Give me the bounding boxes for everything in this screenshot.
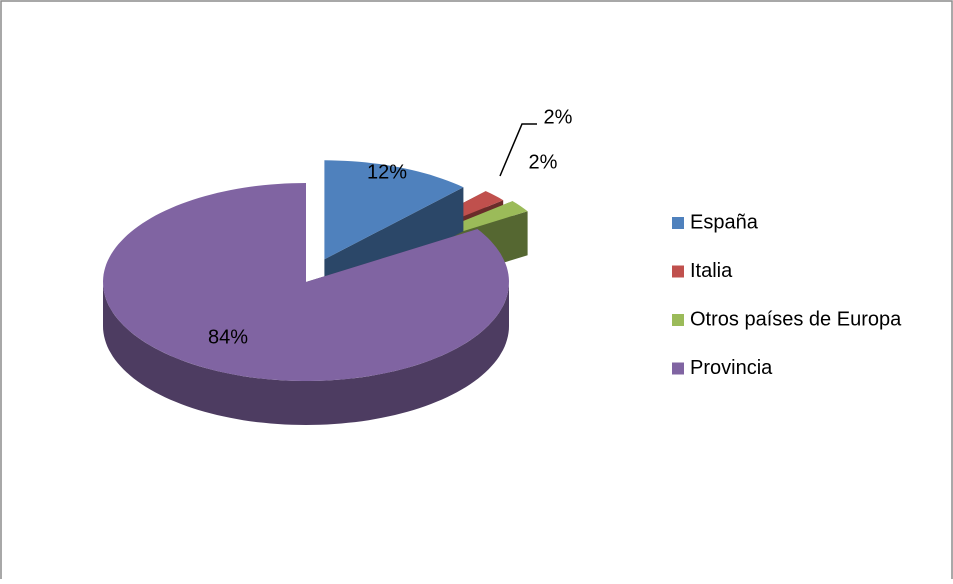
legend-label: Otros países de Europa [690,308,902,330]
legend-label: Italia [690,260,733,282]
labels: 12% 2% 2% 84% [208,106,573,348]
data-label: 12% [367,161,407,183]
legend-swatch [672,265,684,278]
legend: España Italia Otros países de Europa Provin… [672,211,902,379]
slice-top [103,183,509,381]
legend-swatch [672,217,684,229]
slice-wall [103,282,509,425]
data-label: 2% [529,151,558,173]
data-label: 84% [208,326,248,348]
leader-line [499,123,537,177]
slice-top [324,160,464,260]
legend-swatch [672,362,684,375]
legend-label: Provincia [690,357,773,379]
pie [103,160,528,425]
data-label: 2% [544,106,573,128]
legend-label: España [690,211,759,233]
pie-slice [103,183,509,425]
legend-swatch [672,314,684,326]
